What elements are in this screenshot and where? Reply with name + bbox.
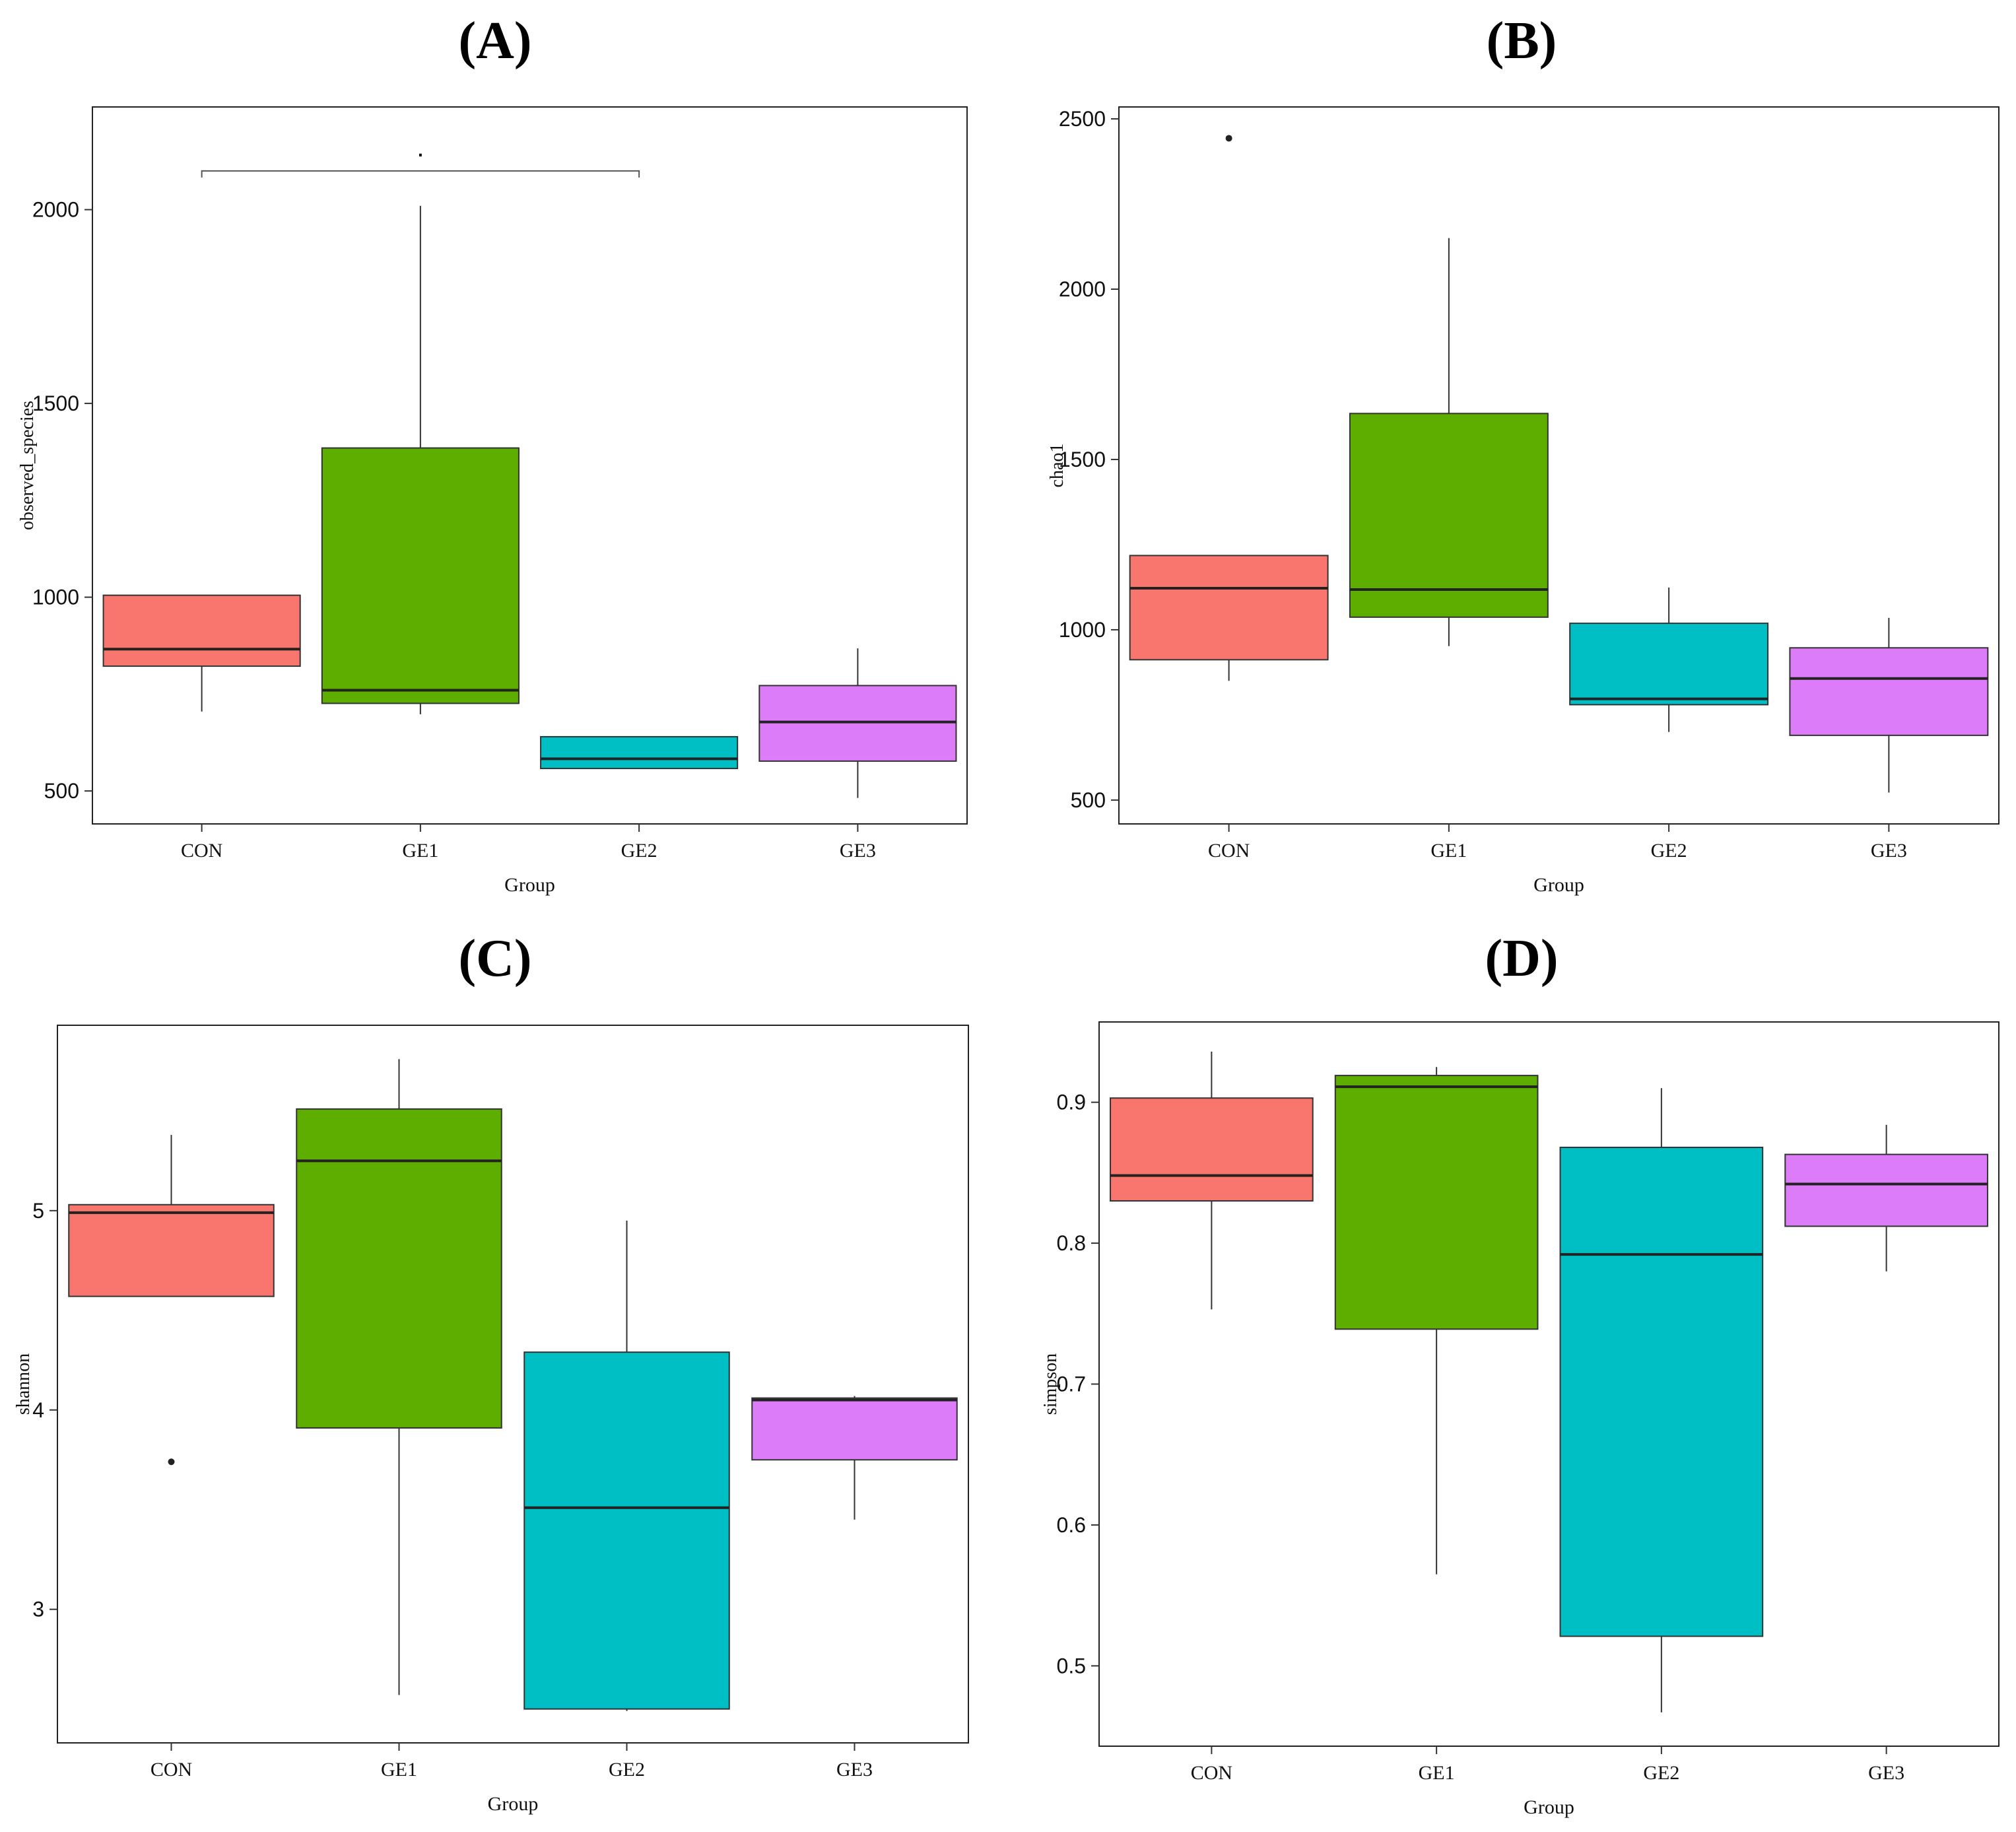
- chart-panel-a: (A). 500 1000 1500 2000 CON GE1 GE2 GE3 Group obse…: [17, 12, 968, 896]
- y-axis-title: shannon: [13, 1353, 34, 1415]
- box-ge3: [751, 1397, 958, 1461]
- panel-title: (C): [458, 930, 531, 988]
- box-ge1: [321, 447, 520, 704]
- box-ge2: [1569, 623, 1769, 706]
- y-tick-label: 2000: [1059, 277, 1106, 301]
- significance-bracket: [201, 170, 640, 178]
- box-ge3: [1789, 647, 1989, 736]
- box-con: [1110, 1097, 1314, 1202]
- x-tick-label: CON: [181, 840, 222, 862]
- y-tick-label: 5: [32, 1199, 44, 1223]
- outlier-point: [168, 1458, 175, 1466]
- x-tick-label: CON: [1191, 1762, 1232, 1784]
- box-ge1: [1334, 1075, 1539, 1330]
- x-tick-label: GE3: [1868, 1762, 1904, 1784]
- x-axis-title: Group: [488, 1793, 539, 1815]
- x-tick-label: GE1: [1419, 1762, 1455, 1784]
- y-tick-label: 4: [32, 1398, 44, 1422]
- y-tick-label: 1500: [32, 391, 79, 415]
- y-tick-label: 1000: [32, 586, 79, 609]
- box-ge2: [540, 735, 739, 770]
- box-ge2: [523, 1351, 730, 1710]
- x-tick-label: GE1: [1430, 840, 1467, 862]
- x-axis-title: Group: [1524, 1796, 1574, 1818]
- y-axis-title: observed_species: [17, 401, 38, 530]
- y-tick-label: 1500: [1059, 448, 1106, 471]
- chart-panel-b: (B) 500 1000 1500 2000 2500 CON GE1 GE2 GE3 Group c…: [1047, 12, 1999, 896]
- chart-panel-c: (C) 3 4 5 CON GE1 GE2 GE3 Group shannon: [13, 930, 969, 1815]
- plot-border: [92, 106, 968, 825]
- y-tick-label: 0.9: [1057, 1091, 1086, 1114]
- x-tick-label: GE3: [1871, 840, 1907, 862]
- y-tick-label: 0.7: [1057, 1373, 1086, 1396]
- x-tick-label: GE2: [1643, 1762, 1679, 1784]
- panel-title: (B): [1487, 12, 1557, 70]
- x-axis-title: Group: [504, 874, 555, 896]
- box-ge3: [1784, 1153, 1988, 1227]
- plot-border: [57, 1025, 969, 1744]
- y-tick-label: 0.8: [1057, 1231, 1086, 1255]
- x-tick-label: GE2: [621, 840, 657, 862]
- y-tick-label: 2500: [1059, 107, 1106, 131]
- box-con: [1129, 555, 1329, 661]
- box-ge1: [1349, 413, 1549, 618]
- y-tick-label: 1000: [1059, 618, 1106, 642]
- x-tick-label: GE2: [1651, 840, 1687, 862]
- box-ge2: [1559, 1146, 1764, 1637]
- x-tick-label: CON: [1208, 840, 1250, 862]
- chart-panel-d: (D) 0.5 0.6 0.7 0.8 0.9 CON GE1 GE2 GE3 Group simps…: [1040, 930, 1999, 1818]
- x-tick-label: GE3: [840, 840, 876, 862]
- y-tick-label: 0.6: [1057, 1513, 1086, 1537]
- significance-label: .: [417, 133, 424, 162]
- y-axis-title: simpson: [1040, 1353, 1061, 1415]
- box-ge3: [758, 685, 957, 762]
- y-tick-label: 3: [32, 1598, 44, 1621]
- plot-border: [1118, 106, 1999, 825]
- x-tick-label: GE1: [402, 840, 438, 862]
- y-tick-label: 0.5: [1057, 1654, 1086, 1678]
- x-axis-title: Group: [1533, 874, 1584, 896]
- panel-title: (D): [1485, 930, 1558, 988]
- y-axis-title: chao1: [1047, 444, 1067, 488]
- panel-title: (A): [458, 12, 531, 70]
- x-tick-label: GE3: [836, 1759, 873, 1781]
- box-con: [68, 1204, 275, 1297]
- outlier-point: [1225, 135, 1232, 142]
- x-tick-label: GE2: [609, 1759, 645, 1781]
- x-tick-label: CON: [151, 1759, 192, 1781]
- box-ge1: [296, 1108, 502, 1429]
- y-tick-label: 500: [1071, 788, 1106, 812]
- box-con: [102, 594, 301, 667]
- x-tick-label: GE1: [381, 1759, 417, 1781]
- y-tick-label: 2000: [32, 198, 79, 222]
- y-tick-label: 500: [44, 779, 79, 803]
